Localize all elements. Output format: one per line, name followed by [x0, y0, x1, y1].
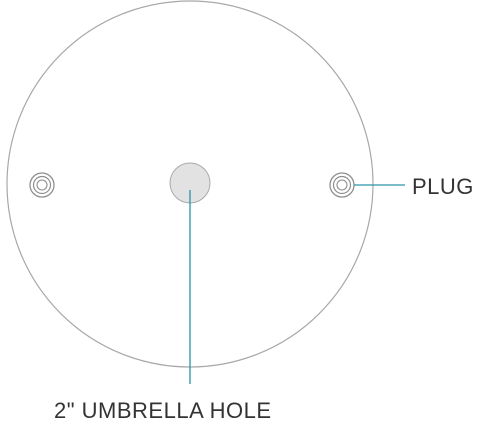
umbrella-hole-label: 2" UMBRELLA HOLE: [54, 398, 272, 423]
plug-left: [29, 172, 55, 198]
plug-label: PLUG: [412, 174, 474, 199]
plug-right: [329, 172, 355, 198]
